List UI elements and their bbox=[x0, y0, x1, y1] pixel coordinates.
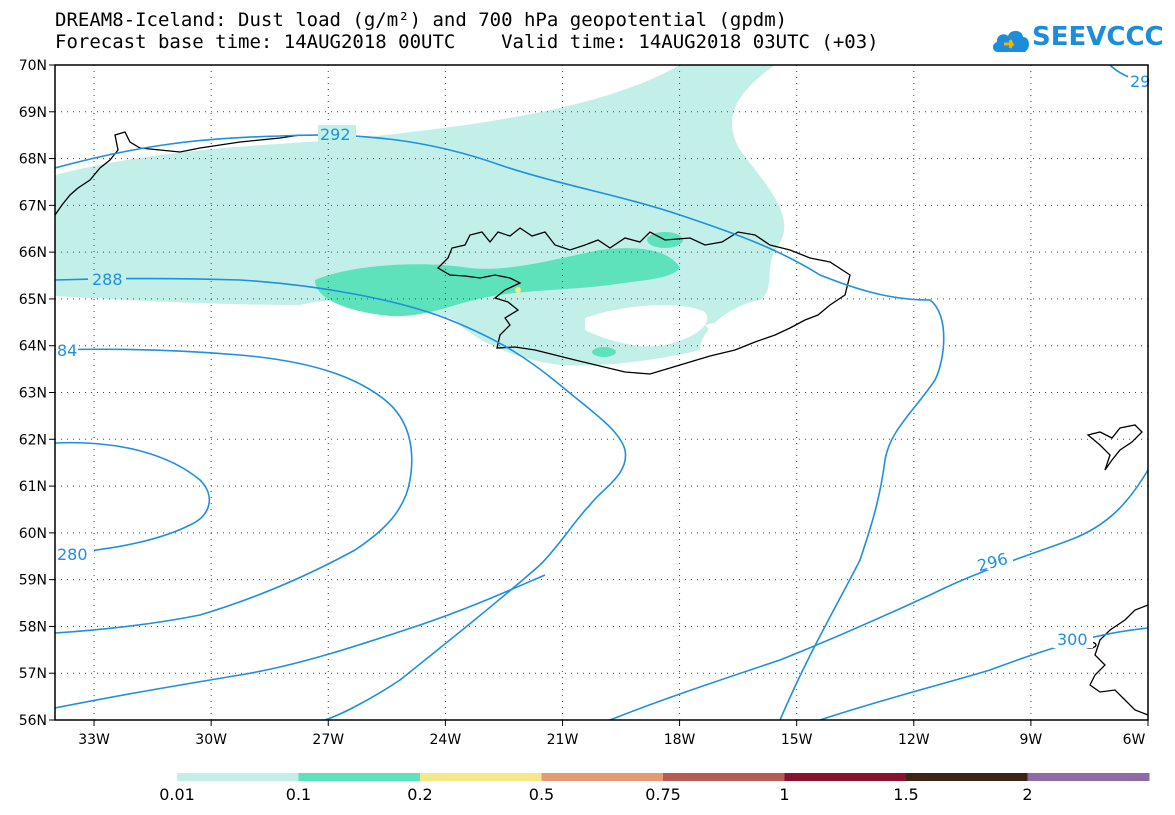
faroe-islands-coastline bbox=[1086, 424, 1143, 471]
geopotential-contours bbox=[55, 65, 1148, 720]
contour-label-284: 84 bbox=[57, 341, 77, 360]
contour-296 bbox=[609, 469, 1148, 720]
lat-tick-label: 57N bbox=[19, 666, 47, 682]
lat-tick-label: 63N bbox=[19, 386, 47, 402]
lat-tick-label: 66N bbox=[19, 245, 47, 261]
legend-label: 0.01 bbox=[159, 785, 195, 804]
contour-label-29: 29 bbox=[1130, 72, 1150, 91]
lat-tick-label: 56N bbox=[19, 713, 47, 729]
contour-label-280: 280 bbox=[57, 545, 88, 564]
latitude-axis: 70N 69N 68N 67N 66N 65N 64N 63N 62N 61N 60N 59N 58N 5… bbox=[19, 58, 55, 729]
lon-tick-label: 18W bbox=[664, 732, 696, 748]
coastlines bbox=[55, 131, 1148, 716]
contour-280 bbox=[55, 441, 211, 554]
dust-hole-1 bbox=[585, 305, 708, 347]
scotland-coastline bbox=[1089, 604, 1148, 716]
dust-area-medium-1 bbox=[315, 248, 680, 317]
legend-label: 2 bbox=[1022, 785, 1033, 804]
lat-tick-label: 67N bbox=[19, 198, 47, 214]
seevccc-logo: SEEVCCC bbox=[990, 18, 1164, 58]
contour-288 bbox=[55, 277, 627, 720]
lat-lon-grid bbox=[55, 65, 1148, 720]
dust-area-medium-3 bbox=[592, 347, 616, 357]
lon-tick-label: 9W bbox=[1020, 732, 1043, 748]
lat-tick-label: 70N bbox=[19, 58, 47, 74]
lat-tick-label: 61N bbox=[19, 479, 47, 495]
lon-tick-label: 12W bbox=[898, 732, 930, 748]
contour-282 bbox=[55, 574, 546, 709]
legend-label: 0.1 bbox=[285, 785, 312, 804]
dust-area-light bbox=[55, 65, 785, 366]
contour-300 bbox=[819, 627, 1148, 720]
contour-label-group: 292 288 84 280 296 300 29 bbox=[56, 72, 1150, 649]
legend-label: 0.5 bbox=[528, 785, 555, 804]
lon-tick-label: 33W bbox=[78, 732, 110, 748]
legend-label: 1 bbox=[779, 785, 790, 804]
title-line-1: DREAM8-Iceland: Dust load (g/m²) and 700… bbox=[55, 9, 788, 31]
greenland-coastline bbox=[55, 131, 301, 216]
logo-text: SEEVCCC bbox=[1032, 22, 1164, 52]
lat-tick-label: 59N bbox=[19, 573, 47, 589]
lon-tick-label: 27W bbox=[312, 732, 344, 748]
lat-tick-label: 65N bbox=[19, 292, 47, 308]
dust-hole-2 bbox=[705, 320, 770, 343]
lat-tick-label: 68N bbox=[19, 152, 47, 168]
lat-tick-label: 69N bbox=[19, 105, 47, 121]
longitude-axis: 33W 30W 27W 24W 21W 18W 15W 12W 9W 6W bbox=[78, 720, 1149, 748]
contour-label-288: 288 bbox=[92, 270, 123, 289]
contour-label-300: 300 bbox=[1057, 630, 1088, 649]
legend-label: 0.75 bbox=[645, 785, 681, 804]
contour-284 bbox=[55, 348, 413, 634]
dust-area-high bbox=[515, 287, 521, 293]
lon-tick-label: 21W bbox=[547, 732, 579, 748]
lat-tick-label: 58N bbox=[19, 619, 47, 635]
lon-tick-label: 30W bbox=[195, 732, 227, 748]
lat-tick-label: 60N bbox=[19, 526, 47, 542]
lon-tick-label: 6W bbox=[1123, 732, 1146, 748]
legend-label: 1.5 bbox=[893, 785, 919, 804]
lon-tick-label: 15W bbox=[781, 732, 813, 748]
contour-label-292: 292 bbox=[320, 125, 351, 144]
lat-tick-label: 62N bbox=[19, 432, 47, 448]
iceland-coastline bbox=[436, 227, 851, 375]
lon-tick-label: 24W bbox=[430, 732, 462, 748]
legend-label: 0.2 bbox=[407, 785, 433, 804]
cloud-icon bbox=[992, 30, 1029, 52]
dust-shading bbox=[55, 65, 785, 366]
lat-tick-label: 64N bbox=[19, 339, 47, 355]
title-line-2: Forecast base time: 14AUG2018 00UTC Vali… bbox=[55, 31, 879, 53]
